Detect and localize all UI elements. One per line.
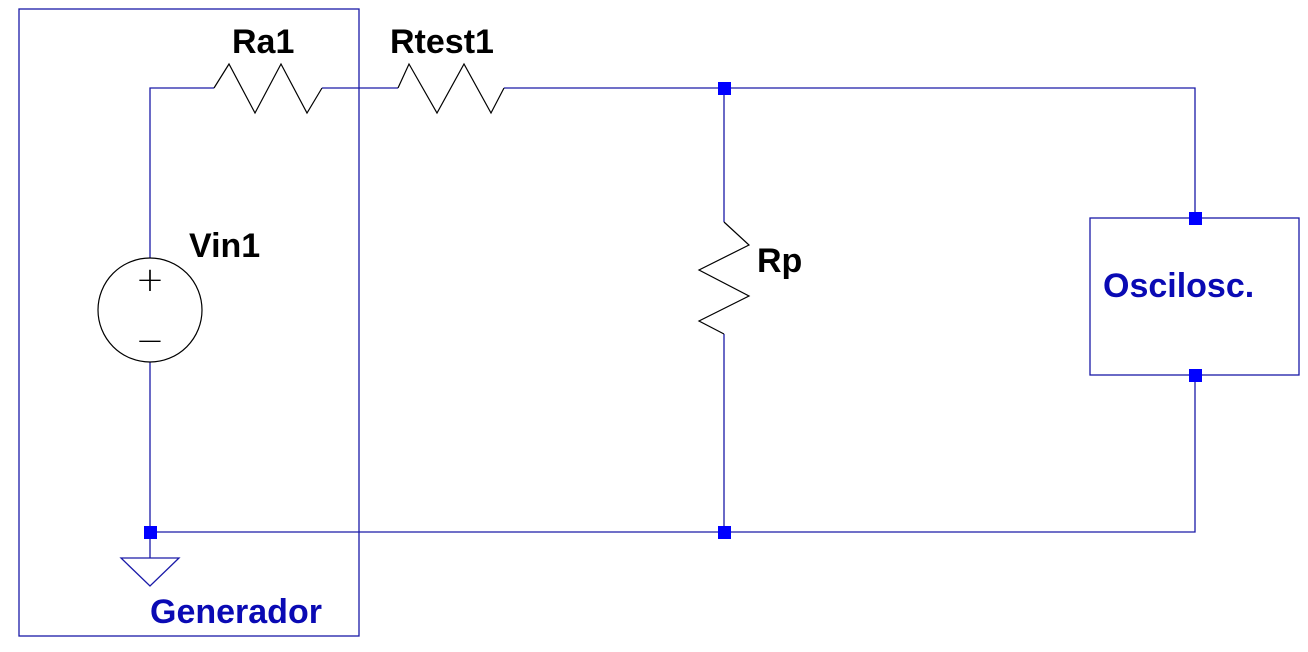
voltage-source-circle	[97, 257, 203, 363]
label-vin1: Vin1	[189, 227, 260, 265]
label-rtest1: Rtest1	[390, 23, 494, 61]
voltage-source-vin1: + −	[97, 257, 203, 363]
wires	[149, 87, 1196, 558]
source-plus-sign: +	[136, 260, 165, 300]
wire-bottom-rail	[150, 375, 1196, 533]
label-rp: Rp	[757, 242, 802, 280]
label-generator: Generador	[150, 593, 322, 631]
resistor-ra1	[213, 62, 323, 115]
node-ground	[144, 526, 157, 539]
wire-source-to-ra1	[149, 87, 214, 258]
node-top	[718, 82, 731, 95]
label-oscilloscope: Oscilosc.	[1103, 267, 1254, 305]
wire-node-to-scope-top	[724, 87, 1196, 218]
nodes	[144, 82, 1202, 539]
source-minus-sign: −	[136, 321, 165, 361]
ground-icon	[119, 557, 181, 587]
generator-box	[18, 8, 360, 637]
label-ra1: Ra1	[232, 23, 294, 61]
resistor-rp	[697, 221, 751, 335]
resistor-rtest1	[397, 62, 505, 115]
node-scope-top	[1189, 212, 1202, 225]
node-bottom	[718, 526, 731, 539]
node-scope-bottom	[1189, 369, 1202, 382]
